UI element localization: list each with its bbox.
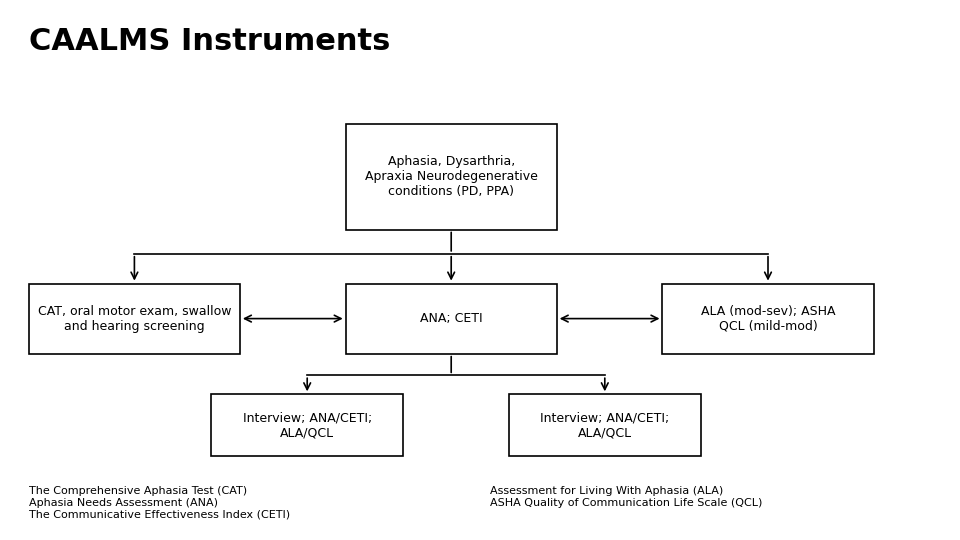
Bar	[346, 124, 557, 230]
Bar	[346, 284, 557, 354]
Text: Interview; ANA/CETI;
ALA/QCL: Interview; ANA/CETI; ALA/QCL	[540, 411, 669, 439]
Text: The Comprehensive Aphasia Test (CAT)
Aphasia Needs Assessment (ANA)
The Communic: The Comprehensive Aphasia Test (CAT) Aph…	[29, 486, 290, 519]
Bar	[211, 394, 403, 456]
Text: CAALMS Instruments: CAALMS Instruments	[29, 27, 390, 56]
Text: ANA; CETI: ANA; CETI	[420, 312, 483, 325]
Bar	[509, 394, 701, 456]
Text: Aphasia, Dysarthria,
Apraxia Neurodegenerative
conditions (PD, PPA): Aphasia, Dysarthria, Apraxia Neurodegene…	[365, 156, 538, 198]
Bar	[662, 284, 874, 354]
Text: ALA (mod-sev); ASHA
QCL (mild-mod): ALA (mod-sev); ASHA QCL (mild-mod)	[701, 305, 835, 333]
Bar	[29, 284, 240, 354]
Text: Assessment for Living With Aphasia (ALA)
ASHA Quality of Communication Life Scal: Assessment for Living With Aphasia (ALA)…	[490, 486, 762, 508]
Text: CAT, oral motor exam, swallow
and hearing screening: CAT, oral motor exam, swallow and hearin…	[37, 305, 231, 333]
Text: Interview; ANA/CETI;
ALA/QCL: Interview; ANA/CETI; ALA/QCL	[243, 411, 372, 439]
